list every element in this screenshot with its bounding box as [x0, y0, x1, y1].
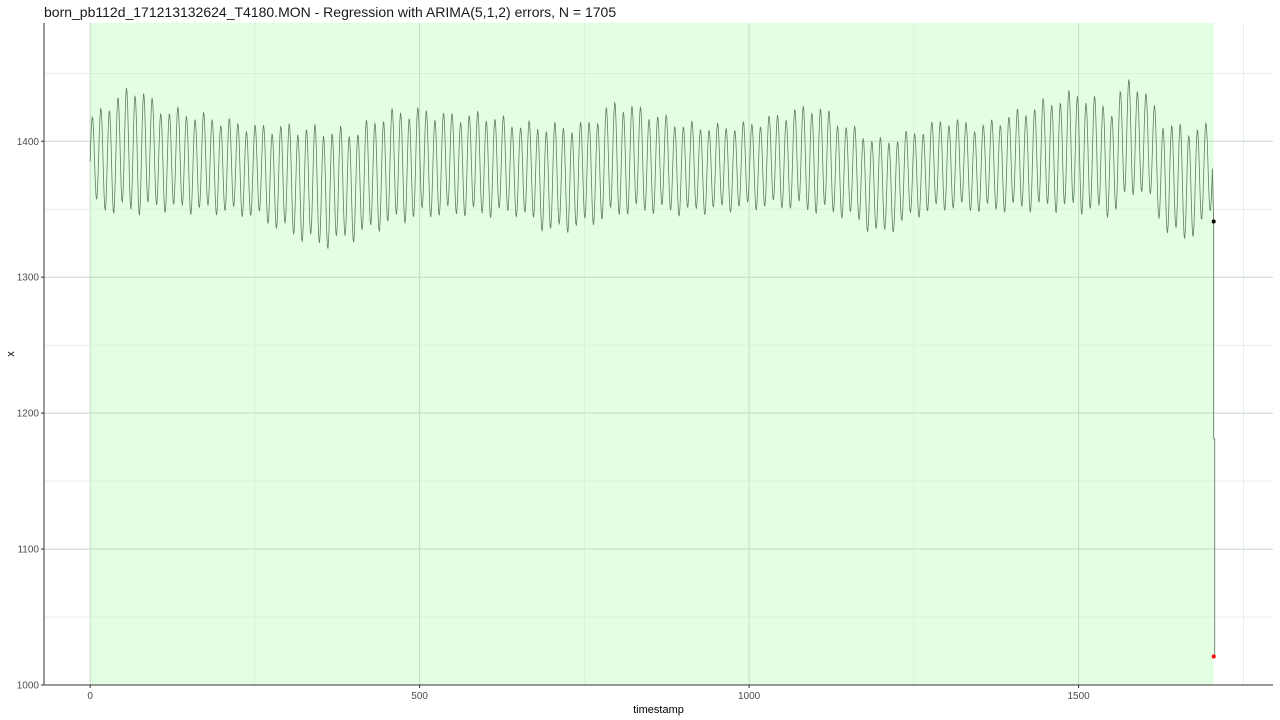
- y-tick-label: 1300: [17, 273, 40, 284]
- points-layer: [1211, 219, 1216, 659]
- y-axis-ticks: 1000 1100 1200 1300 1400: [17, 137, 44, 692]
- y-axis-title: x: [5, 351, 17, 357]
- x-tick-label: 1500: [1067, 691, 1090, 702]
- y-tick-label: 1000: [17, 681, 40, 692]
- chart-title: born_pb112d_171213132624_T4180.MON - Reg…: [44, 4, 617, 20]
- y-tick-label: 1200: [17, 409, 40, 420]
- y-tick-label: 1100: [17, 545, 39, 556]
- x-axis-title: timestamp: [633, 704, 684, 716]
- x-axis-ticks: 0 500 1000 1500: [87, 685, 1090, 702]
- x-tick-label: 500: [411, 691, 428, 702]
- data-point: [1211, 654, 1216, 659]
- data-point: [1211, 219, 1216, 224]
- highlight-region: [90, 23, 1214, 685]
- x-tick-label: 0: [87, 691, 93, 702]
- x-tick-label: 1000: [738, 691, 761, 702]
- series-line: [89, 79, 1213, 249]
- y-tick-label: 1400: [17, 137, 40, 148]
- final-drop-line: [1211, 168, 1216, 657]
